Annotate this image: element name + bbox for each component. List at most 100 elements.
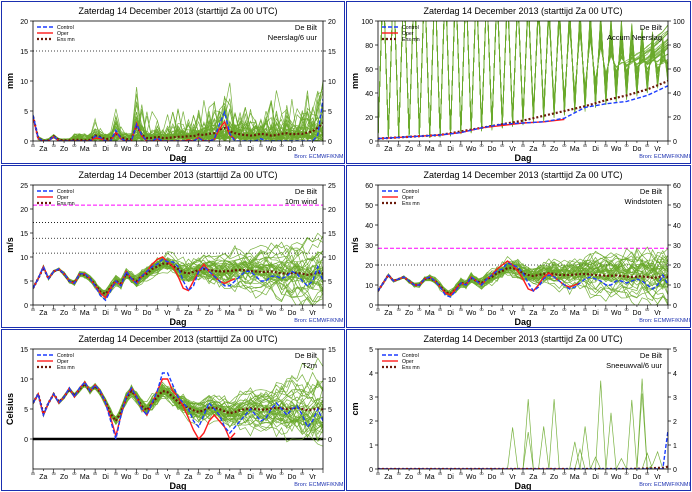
- chart-svg: Zaterdag 14 December 2013 (starttijd Za …: [5, 6, 344, 163]
- panel-snowfall: Zaterdag 14 December 2013 (starttijd Za …: [346, 329, 691, 491]
- y-tick-label-left: 0: [369, 139, 373, 146]
- x-axis-label: Dag: [169, 153, 186, 163]
- chart-svg: Zaterdag 14 December 2013 (starttijd Za …: [350, 334, 690, 490]
- y-tick-label-right: 20: [673, 263, 681, 270]
- legend-label: Control: [57, 353, 74, 359]
- ensemble-member-line: [33, 380, 323, 442]
- x-hour-label: 00: [397, 308, 401, 312]
- x-hour-label: 00: [238, 144, 242, 148]
- x-day-label: Do: [142, 474, 151, 481]
- x-day-label: Za: [529, 146, 537, 153]
- y-tick-label-right: 0: [673, 139, 677, 146]
- x-hour-label: 00: [135, 308, 139, 312]
- y-axis-label: m/s: [5, 237, 15, 253]
- x-day-label: Ma: [80, 146, 90, 153]
- x-day-label: Di: [102, 146, 109, 153]
- x-hour-label: 00: [604, 308, 608, 312]
- x-hour-label: 00: [52, 144, 56, 148]
- x-day-label: Zo: [205, 146, 213, 153]
- ensemble-member-line: [33, 86, 323, 141]
- x-hour-label: 00: [562, 308, 566, 312]
- x-day-label: Wo: [121, 474, 131, 481]
- ensemble-member-line: [378, 427, 668, 469]
- y-tick-label-right: 15: [328, 49, 336, 56]
- x-hour-label: 00: [31, 472, 35, 476]
- x-day-label: Wo: [611, 474, 621, 481]
- x-hour-label: 00: [583, 472, 587, 476]
- x-day-label: Di: [102, 310, 109, 317]
- ensemble-member-line: [378, 431, 668, 469]
- x-day-label: Di: [447, 310, 454, 317]
- source-label: Bron: ECMWF/KNMI: [639, 154, 690, 160]
- x-hour-label: 00: [259, 308, 263, 312]
- source-label: Bron: ECMWF/KNMI: [639, 482, 690, 488]
- x-axis-label: Dag: [169, 317, 186, 327]
- x-hour-label: 00: [625, 308, 629, 312]
- chart-title: Zaterdag 14 December 2013 (starttijd Za …: [78, 6, 277, 16]
- y-tick-label-right: 10: [328, 255, 336, 262]
- x-day-label: Vr: [509, 310, 516, 317]
- x-day-label: Za: [184, 146, 192, 153]
- legend-label: Oper: [57, 359, 69, 365]
- x-day-label: Di: [247, 310, 254, 317]
- ensemble-member-line: [378, 457, 668, 469]
- x-day-label: Ma: [425, 474, 435, 481]
- ensemble-member-line: [378, 378, 668, 469]
- x-day-label: Ma: [570, 146, 580, 153]
- chart-title: Zaterdag 14 December 2013 (starttijd Za …: [423, 170, 622, 180]
- x-day-label: Di: [447, 146, 454, 153]
- x-day-label: Zo: [205, 474, 213, 481]
- x-hour-label: 00: [480, 144, 484, 148]
- x-hour-label: 00: [176, 144, 180, 148]
- x-hour-label: 00: [300, 472, 304, 476]
- x-hour-label: 00: [417, 144, 421, 148]
- x-hour-label: 00: [197, 472, 201, 476]
- x-day-label: Ma: [225, 474, 235, 481]
- series-line: [378, 262, 668, 298]
- x-day-label: Ma: [425, 146, 435, 153]
- station-label: De Bilt: [295, 23, 318, 32]
- x-hour-label: 00: [459, 308, 463, 312]
- ensemble-member-line: [33, 86, 323, 141]
- x-day-label: Wo: [466, 310, 476, 317]
- y-tick-label-right: 2: [673, 419, 677, 426]
- legend-label: Ens mn: [402, 365, 420, 371]
- station-label: De Bilt: [640, 23, 663, 32]
- x-hour-label: 00: [155, 472, 159, 476]
- x-day-label: Zo: [550, 310, 558, 317]
- x-hour-label: 00: [583, 144, 587, 148]
- x-day-label: Ma: [225, 310, 235, 317]
- x-hour-label: 00: [155, 144, 159, 148]
- ensemble-member-line: [33, 260, 323, 295]
- y-tick-label-left: 10: [20, 377, 28, 384]
- x-day-label: Za: [384, 474, 392, 481]
- x-day-label: Wo: [121, 310, 131, 317]
- x-hour-label: 00: [542, 144, 546, 148]
- x-hour-label: 00: [217, 144, 221, 148]
- x-day-label: Do: [142, 146, 151, 153]
- x-hour-label: 00: [176, 472, 180, 476]
- y-tick-label-right: 15: [328, 231, 336, 238]
- x-hour-label: 00: [280, 308, 284, 312]
- legend-label: Control: [402, 25, 419, 31]
- x-day-label: Wo: [266, 310, 276, 317]
- x-hour-label: 00: [93, 308, 97, 312]
- plot-area: [378, 246, 668, 305]
- source-label: Bron: ECMWF/KNMI: [639, 318, 690, 324]
- x-hour-label: 00: [376, 472, 380, 476]
- chart-svg: Zaterdag 14 December 2013 (starttijd Za …: [350, 170, 690, 327]
- y-axis-label: Celsius: [5, 393, 15, 425]
- x-hour-label: 00: [72, 144, 76, 148]
- ensemble-member-line: [378, 399, 668, 469]
- x-day-label: Zo: [60, 310, 68, 317]
- station-label: De Bilt: [640, 187, 663, 196]
- legend-label: Oper: [402, 195, 414, 201]
- x-hour-label: 00: [52, 308, 56, 312]
- x-hour-label: 00: [542, 472, 546, 476]
- x-day-label: Za: [384, 146, 392, 153]
- y-tick-label-right: 40: [673, 91, 681, 98]
- x-day-label: Wo: [266, 474, 276, 481]
- x-day-label: Zo: [205, 310, 213, 317]
- legend-label: Oper: [402, 359, 414, 365]
- ensemble-member-line: [33, 259, 323, 296]
